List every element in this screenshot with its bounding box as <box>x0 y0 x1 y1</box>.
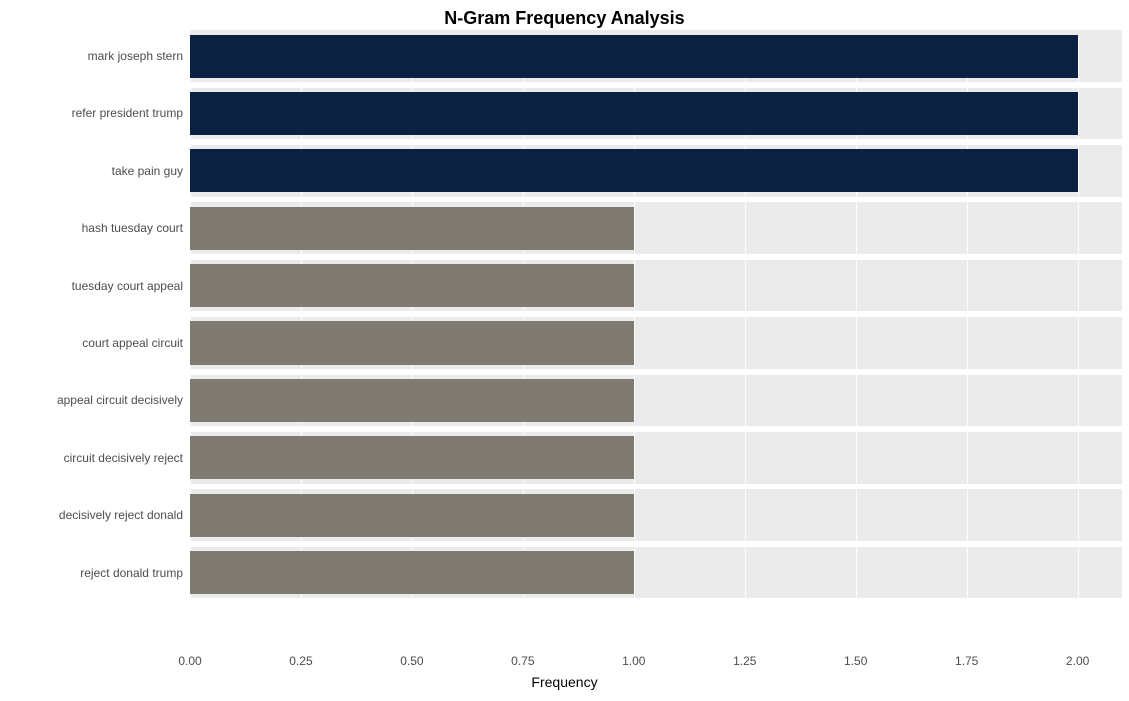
y-tick-label: court appeal circuit <box>3 336 183 350</box>
bar <box>190 379 634 422</box>
bar <box>190 207 634 250</box>
y-tick-label: decisively reject donald <box>3 508 183 522</box>
bar <box>190 551 634 594</box>
y-tick-label: appeal circuit decisively <box>3 393 183 407</box>
y-tick-label: refer president trump <box>3 106 183 120</box>
plot-area <box>190 36 1122 650</box>
bar <box>190 264 634 307</box>
x-tick-label: 2.00 <box>1066 654 1089 668</box>
bar <box>190 494 634 537</box>
x-tick-label: 0.00 <box>178 654 201 668</box>
y-tick-label: hash tuesday court <box>3 221 183 235</box>
y-tick-label: reject donald trump <box>3 566 183 580</box>
bar <box>190 35 1078 78</box>
bar <box>190 321 634 364</box>
y-tick-label: take pain guy <box>3 164 183 178</box>
x-axis-title: Frequency <box>0 674 1129 690</box>
chart-title: N-Gram Frequency Analysis <box>0 8 1129 29</box>
x-tick-label: 0.25 <box>289 654 312 668</box>
x-tick-label: 1.75 <box>955 654 978 668</box>
x-tick-label: 1.25 <box>733 654 756 668</box>
grid-vline <box>1078 36 1079 650</box>
y-tick-label: circuit decisively reject <box>3 451 183 465</box>
bar <box>190 436 634 479</box>
x-tick-label: 1.50 <box>844 654 867 668</box>
bar <box>190 149 1078 192</box>
bar <box>190 92 1078 135</box>
x-tick-label: 0.75 <box>511 654 534 668</box>
y-tick-label: mark joseph stern <box>3 49 183 63</box>
y-tick-label: tuesday court appeal <box>3 279 183 293</box>
x-tick-label: 0.50 <box>400 654 423 668</box>
x-tick-label: 1.00 <box>622 654 645 668</box>
ngram-frequency-chart: N-Gram Frequency Analysis Frequency mark… <box>0 0 1129 701</box>
